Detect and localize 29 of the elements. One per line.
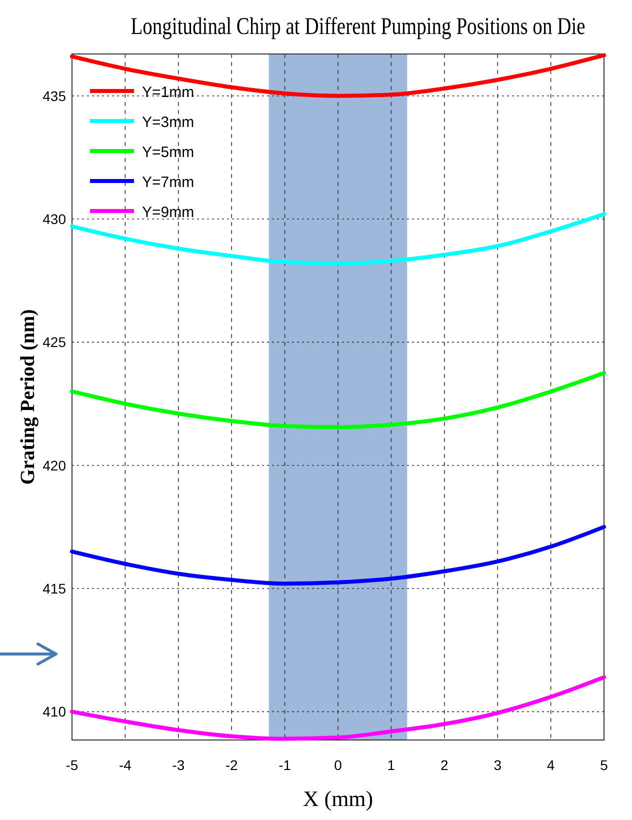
x-tick-label: -2 [225, 757, 238, 773]
x-tick-label: 3 [494, 757, 502, 773]
x-tick-label: -5 [66, 757, 78, 773]
x-tick-label: -4 [118, 757, 132, 773]
y-tick-label: 425 [42, 334, 66, 350]
y-axis-title: Grating Period (nm) [17, 309, 39, 485]
x-tick-label: 5 [600, 757, 608, 773]
chart-title: Longitudinal Chirp at Different Pumping Positions on Die [130, 12, 586, 40]
legend-label: Y=3mm [142, 114, 194, 131]
x-tick-label: -3 [172, 757, 185, 773]
y-tick-label: 430 [42, 211, 66, 228]
line-series [70, 53, 606, 98]
y-tick-label: 410 [42, 704, 66, 720]
x-tick-label: 0 [334, 757, 342, 773]
x-axis-title: X (mm) [302, 786, 374, 811]
legend-label: Y=9mm [142, 204, 194, 221]
y-tick-label: 420 [42, 457, 66, 474]
legend-label: Y=1mm [142, 84, 194, 101]
y-tick-label: 415 [42, 580, 66, 597]
legend-label: Y=5mm [142, 144, 194, 161]
y-tick-label: 435 [42, 88, 66, 104]
x-tick-label: -1 [278, 757, 292, 773]
line-series [70, 524, 606, 586]
x-tick-label: 1 [387, 757, 396, 773]
x-tick-label: 4 [546, 757, 555, 773]
x-tick-label: 2 [440, 757, 448, 773]
line-series [70, 675, 606, 741]
line-series [70, 370, 606, 430]
legend-label: Y=7mm [142, 174, 194, 191]
